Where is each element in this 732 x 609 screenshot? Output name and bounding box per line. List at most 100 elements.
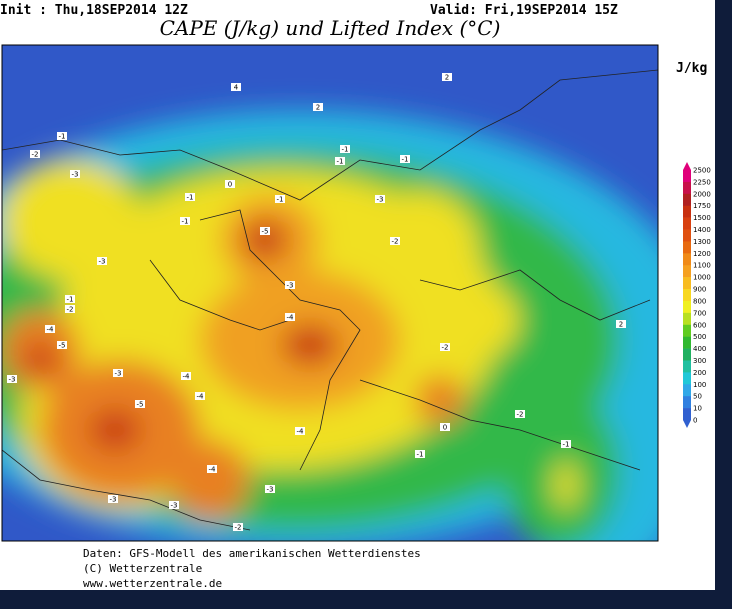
colorbar-label: 2000 (693, 190, 711, 198)
colorbar-segment (683, 396, 691, 409)
label-box (113, 369, 123, 377)
colorbar-segment (683, 181, 691, 195)
lifted-index-label: -3 (267, 486, 274, 494)
lifted-index-label: -4 (287, 314, 295, 322)
footer-line: (C) Wetterzentrale (83, 562, 202, 575)
label-box (207, 465, 217, 473)
colorbar-label: 10 (693, 405, 702, 413)
colorbar-segment (683, 253, 691, 266)
lifted-index-label: -3 (110, 496, 117, 504)
label-box (169, 501, 179, 509)
lifted-index-label: -3 (115, 370, 122, 378)
colorbar-label: 700 (693, 309, 706, 317)
label-box (340, 145, 350, 153)
label-box (275, 195, 285, 203)
colorbar-label: 200 (693, 369, 706, 377)
colorbar-label: 1100 (693, 262, 711, 270)
lifted-index-label: -1 (187, 194, 194, 202)
lifted-index-label: -1 (563, 441, 570, 449)
colorbar-segment (683, 205, 691, 218)
map-area (2, 45, 658, 541)
colorbar-segment (683, 408, 691, 421)
valid-time: Valid: Fri,19SEP2014 15Z (430, 3, 618, 18)
label-box (30, 150, 40, 158)
colorbar-label: 2500 (693, 167, 711, 175)
colorbar-segment (683, 336, 691, 349)
label-box (561, 440, 571, 448)
colorbar-segment (683, 241, 691, 254)
colorbar-label: 2250 (693, 178, 711, 186)
colorbar-segment (683, 277, 691, 290)
lifted-index-labels: 4 2 2 -1 -2 -3 -1 -1 -5 -3 -1 -2 -4 -5 -3 -3 -4 -4 -5 -4 -3 -… (7, 73, 626, 532)
lifted-index-label: 0 (228, 181, 232, 189)
colorbar-segment (683, 170, 691, 183)
colorbar-label: 500 (693, 333, 706, 341)
lifted-index-label: -3 (9, 376, 16, 384)
lifted-index-label: -3 (72, 171, 79, 179)
lifted-index-label: -3 (171, 502, 178, 510)
label-box (440, 423, 450, 431)
lifted-index-label: -3 (377, 196, 384, 204)
colorbar-label: 50 (693, 393, 702, 401)
lifted-index-label: -4 (47, 326, 55, 334)
label-box (616, 320, 626, 328)
lifted-index-label: -2 (32, 151, 39, 159)
lifted-index-label: -1 (182, 218, 189, 226)
label-box (285, 313, 295, 321)
label-box (65, 295, 75, 303)
footer-line: Daten: GFS-Modell des amerikanischen Wet… (83, 547, 421, 560)
lifted-index-label: -1 (277, 196, 284, 204)
lifted-index-label: -5 (137, 401, 144, 409)
lifted-index-label: 4 (234, 84, 239, 92)
lifted-index-label: -1 (67, 296, 74, 304)
colorbar-label: 0 (693, 417, 697, 425)
label-box (97, 257, 107, 265)
lifted-index-label: -5 (59, 342, 66, 350)
colorbar-segment (683, 312, 691, 326)
colorbar-segment (683, 324, 691, 337)
colorbar-segment (683, 193, 691, 207)
init-time: Init : Thu,18SEP2014 12Z (0, 3, 188, 18)
lifted-index-label: -4 (183, 373, 191, 381)
colorbar-label: 1300 (693, 238, 711, 246)
label-box (440, 343, 450, 351)
colorbar-tip (683, 420, 691, 428)
lifted-index-label: -2 (235, 524, 242, 532)
label-box (7, 375, 17, 383)
lifted-index-label: -5 (262, 228, 269, 236)
colorbar-label: 600 (693, 321, 706, 329)
label-box (57, 341, 67, 349)
label-box (231, 83, 241, 91)
map-title: CAPE (J/kg) und Lifted Index (°C) (160, 16, 501, 40)
label-box (180, 217, 190, 225)
colorbar-segment (683, 384, 691, 397)
lifted-index-label: -4 (197, 393, 205, 401)
lifted-index-label: -2 (517, 411, 524, 419)
lifted-index-label: -1 (417, 451, 424, 459)
label-box (185, 193, 195, 201)
colorbar-label: 1000 (693, 274, 711, 282)
label-box (195, 392, 205, 400)
lifted-index-label: -1 (342, 146, 349, 154)
colorbar-segment (683, 348, 691, 361)
label-box (442, 73, 452, 81)
colorbar-segment (683, 217, 691, 230)
label-box (295, 427, 305, 435)
label-box (57, 132, 67, 140)
label-box (181, 372, 191, 380)
lifted-index-label: -2 (442, 344, 449, 352)
label-box (313, 103, 323, 111)
colorbar-label: 1200 (693, 250, 711, 258)
lifted-index-label: -1 (402, 156, 409, 164)
label-box (515, 410, 525, 418)
colorbar-segment (683, 372, 691, 385)
colorbar-label: 100 (693, 381, 706, 389)
colorbar-segment (683, 300, 691, 314)
footer-line: www.wetterzentrale.de (83, 577, 222, 590)
label-box (260, 227, 270, 235)
lifted-index-label: -3 (287, 282, 294, 290)
lifted-index-label: 2 (445, 74, 449, 82)
colorbar-label: 1750 (693, 202, 711, 210)
lifted-index-label: -3 (99, 258, 106, 266)
